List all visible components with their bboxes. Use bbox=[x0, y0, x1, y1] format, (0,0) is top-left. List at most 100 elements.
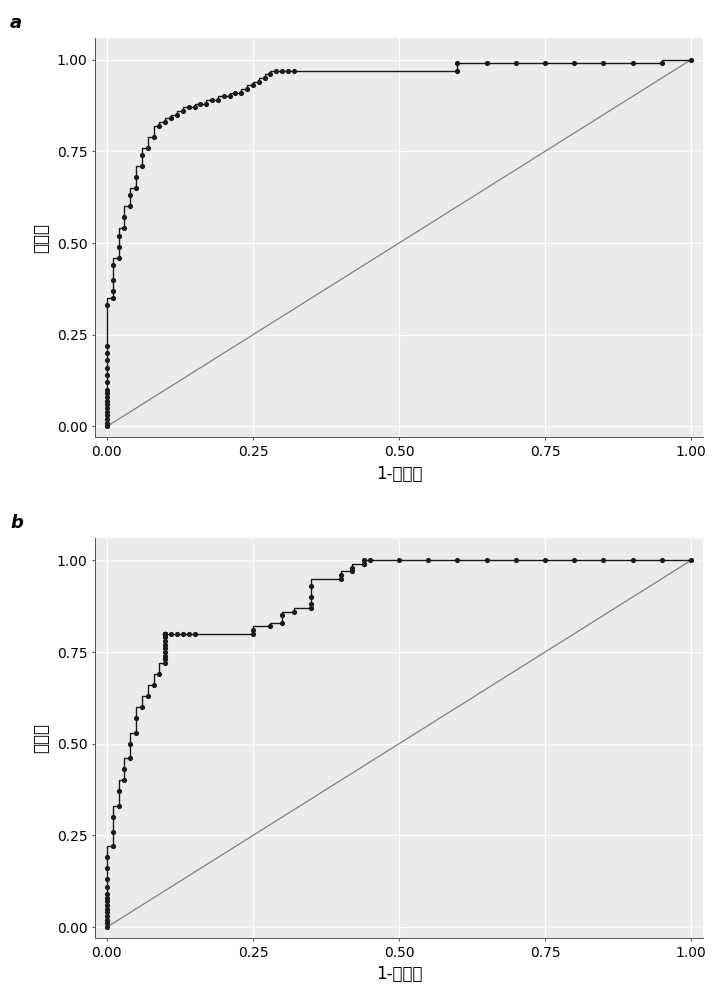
Point bbox=[130, 180, 142, 196]
Point bbox=[358, 552, 370, 568]
Point bbox=[107, 257, 119, 273]
Point bbox=[101, 393, 113, 409]
Point bbox=[277, 63, 288, 79]
Point bbox=[101, 871, 113, 887]
Point bbox=[101, 919, 113, 935]
Point bbox=[125, 750, 136, 766]
Point bbox=[113, 798, 125, 814]
Point bbox=[247, 77, 258, 93]
Point bbox=[334, 571, 346, 587]
Point bbox=[510, 55, 521, 71]
Point bbox=[101, 415, 113, 431]
Point bbox=[306, 596, 317, 612]
Point bbox=[101, 901, 113, 917]
Point bbox=[347, 560, 358, 576]
Point bbox=[101, 396, 113, 412]
Point bbox=[159, 114, 171, 130]
Point bbox=[113, 250, 125, 266]
Point bbox=[136, 147, 148, 163]
Point bbox=[107, 809, 119, 825]
Point bbox=[393, 552, 405, 568]
Point bbox=[306, 578, 317, 594]
Point bbox=[235, 85, 247, 101]
Point bbox=[481, 55, 492, 71]
Point bbox=[101, 367, 113, 383]
Point bbox=[101, 860, 113, 876]
Point bbox=[107, 283, 119, 299]
Point bbox=[686, 52, 697, 68]
Point bbox=[159, 651, 171, 667]
Point bbox=[159, 626, 171, 642]
Point bbox=[101, 374, 113, 390]
Point bbox=[259, 70, 271, 86]
Point bbox=[159, 626, 171, 642]
Point bbox=[183, 99, 195, 115]
Point bbox=[159, 626, 171, 642]
Point bbox=[159, 655, 171, 671]
Point bbox=[130, 710, 142, 726]
Point bbox=[159, 644, 171, 660]
Point bbox=[101, 360, 113, 376]
Point bbox=[101, 407, 113, 423]
Point bbox=[165, 626, 177, 642]
Point bbox=[107, 824, 119, 840]
Point bbox=[101, 879, 113, 895]
X-axis label: 1-特异度: 1-特异度 bbox=[376, 965, 422, 983]
Point bbox=[230, 85, 241, 101]
Y-axis label: 敏感度: 敏感度 bbox=[32, 223, 50, 253]
Point bbox=[101, 389, 113, 405]
Point bbox=[422, 552, 434, 568]
Point bbox=[347, 563, 358, 579]
Point bbox=[159, 626, 171, 642]
Point bbox=[101, 352, 113, 368]
Y-axis label: 敏感度: 敏感度 bbox=[32, 723, 50, 753]
Point bbox=[201, 96, 212, 112]
Point bbox=[265, 618, 277, 634]
Point bbox=[119, 209, 130, 225]
Point bbox=[165, 110, 177, 126]
Point bbox=[107, 838, 119, 854]
Point bbox=[277, 615, 288, 631]
Point bbox=[101, 849, 113, 865]
Point bbox=[159, 626, 171, 642]
Point bbox=[119, 220, 130, 236]
Point bbox=[159, 626, 171, 642]
Point bbox=[101, 886, 113, 902]
Point bbox=[218, 88, 230, 104]
Point bbox=[539, 552, 551, 568]
Point bbox=[130, 169, 142, 185]
Point bbox=[358, 556, 370, 572]
Point bbox=[306, 600, 317, 616]
Point bbox=[101, 411, 113, 427]
Point bbox=[136, 158, 148, 174]
Point bbox=[101, 897, 113, 913]
Point bbox=[113, 239, 125, 255]
Point bbox=[101, 382, 113, 398]
Point bbox=[568, 552, 580, 568]
Point bbox=[101, 385, 113, 401]
Point bbox=[597, 55, 609, 71]
Point bbox=[195, 96, 206, 112]
Point bbox=[206, 92, 218, 108]
Point bbox=[142, 140, 153, 156]
Point bbox=[113, 783, 125, 799]
Point bbox=[101, 345, 113, 361]
Point bbox=[171, 107, 182, 123]
Point bbox=[113, 228, 125, 244]
X-axis label: 1-特异度: 1-特异度 bbox=[376, 465, 422, 483]
Point bbox=[481, 552, 492, 568]
Point bbox=[159, 637, 171, 653]
Point bbox=[452, 63, 463, 79]
Point bbox=[539, 55, 551, 71]
Point bbox=[247, 626, 258, 642]
Point bbox=[159, 640, 171, 656]
Point bbox=[101, 400, 113, 416]
Point bbox=[656, 552, 668, 568]
Point bbox=[119, 772, 130, 788]
Point bbox=[125, 736, 136, 752]
Point bbox=[271, 63, 282, 79]
Point bbox=[101, 912, 113, 928]
Point bbox=[334, 567, 346, 583]
Point bbox=[189, 99, 201, 115]
Point bbox=[159, 626, 171, 642]
